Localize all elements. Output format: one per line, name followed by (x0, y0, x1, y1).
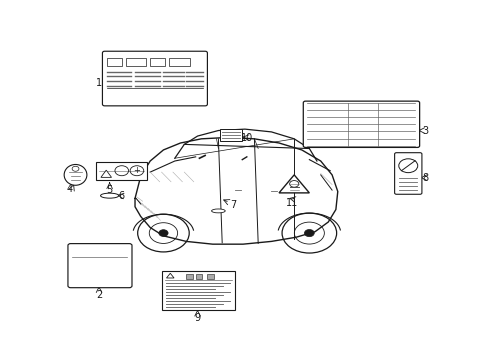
FancyBboxPatch shape (186, 274, 193, 279)
Polygon shape (101, 170, 111, 177)
Ellipse shape (101, 193, 119, 198)
Text: 4: 4 (66, 184, 72, 194)
FancyBboxPatch shape (96, 162, 147, 180)
FancyBboxPatch shape (150, 58, 165, 66)
Text: 5: 5 (106, 185, 113, 194)
Text: 7: 7 (230, 201, 236, 210)
FancyBboxPatch shape (394, 153, 421, 194)
FancyBboxPatch shape (195, 274, 202, 279)
FancyBboxPatch shape (106, 58, 122, 66)
FancyBboxPatch shape (219, 129, 242, 141)
FancyBboxPatch shape (206, 274, 213, 279)
Text: 10: 10 (240, 133, 252, 143)
Text: 11: 11 (285, 198, 298, 208)
Text: 9: 9 (194, 312, 200, 323)
Text: 2: 2 (96, 291, 102, 301)
FancyBboxPatch shape (169, 58, 189, 66)
FancyBboxPatch shape (162, 271, 234, 310)
Polygon shape (166, 273, 174, 278)
Text: +: + (133, 166, 140, 175)
Polygon shape (279, 175, 309, 193)
Ellipse shape (211, 209, 225, 213)
Text: 1: 1 (96, 78, 102, 89)
Circle shape (159, 230, 168, 237)
FancyBboxPatch shape (303, 101, 419, 148)
FancyBboxPatch shape (125, 58, 146, 66)
Text: 3: 3 (421, 126, 427, 135)
Text: 6: 6 (118, 191, 124, 201)
Ellipse shape (64, 165, 87, 185)
Circle shape (304, 229, 314, 237)
Text: 8: 8 (422, 173, 428, 183)
FancyBboxPatch shape (102, 51, 207, 106)
FancyBboxPatch shape (68, 244, 132, 288)
